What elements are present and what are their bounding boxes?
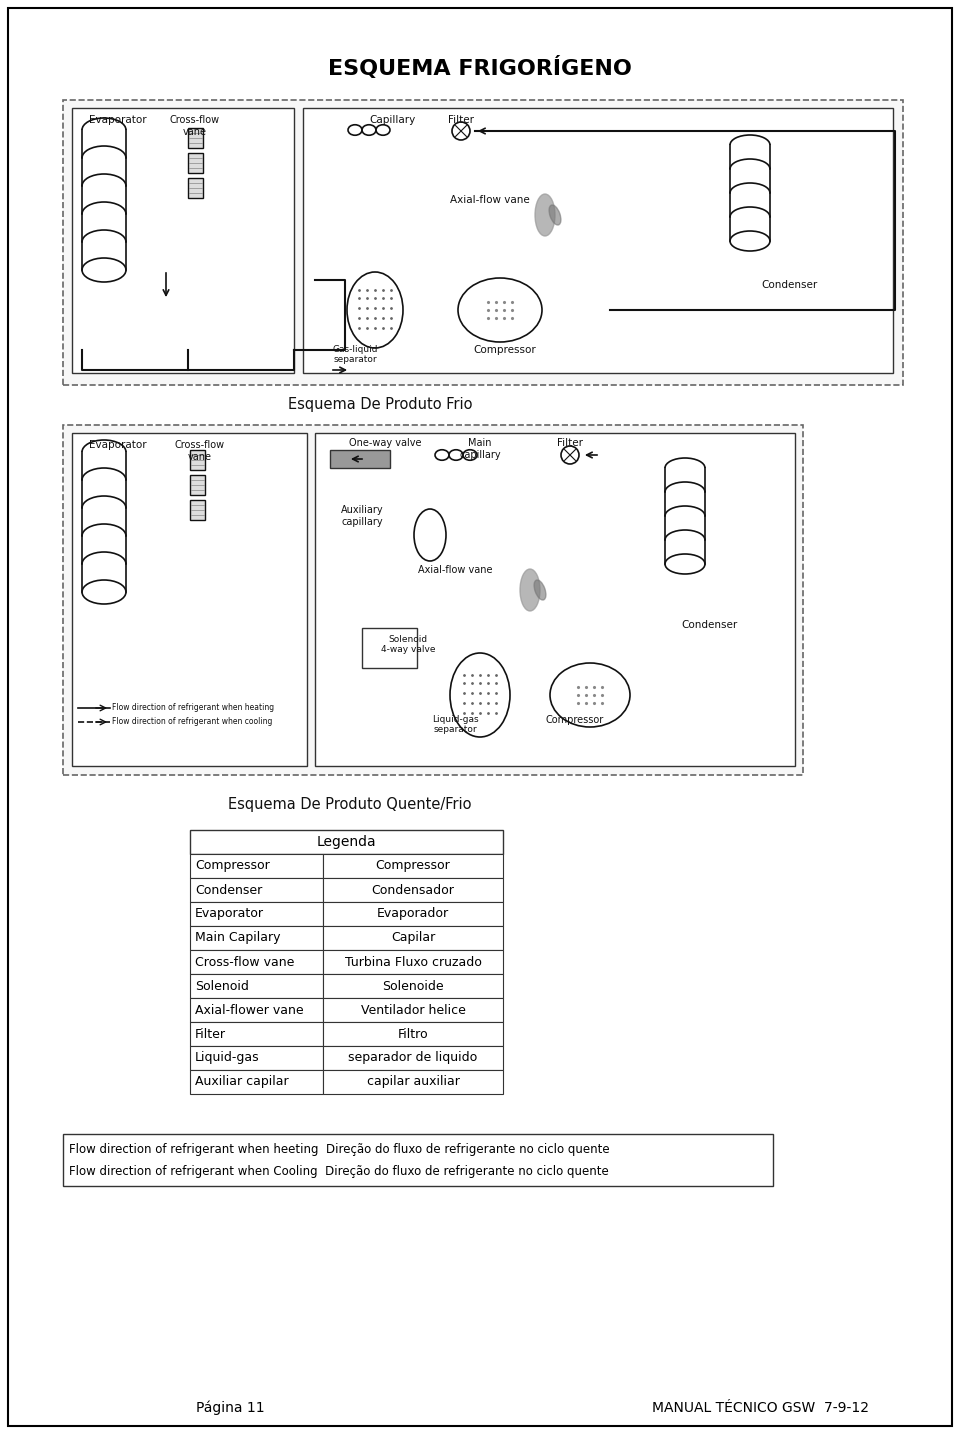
Bar [190,500,205,521]
Bar [303,108,893,373]
Bar [63,1134,773,1186]
Text: Axial-flower vane: Axial-flower vane [195,1004,303,1017]
Bar [330,450,390,467]
Bar [190,926,323,949]
Ellipse shape [414,509,446,561]
Ellipse shape [534,579,546,599]
Bar [323,974,503,998]
Bar [188,128,203,148]
Circle shape [452,122,470,141]
Bar [63,100,903,384]
Text: Esquema De Produto Frio: Esquema De Produto Frio [288,397,472,413]
Text: Cross-flow vane: Cross-flow vane [195,955,295,968]
Text: Capilar: Capilar [391,932,435,945]
Bar [190,1022,323,1045]
Bar [323,949,503,974]
Text: Compressor: Compressor [375,859,450,872]
Text: Flow direction of refrigerant when cooling: Flow direction of refrigerant when cooli… [112,717,273,727]
Bar [72,108,294,373]
Text: ESQUEMA FRIGORÍGENO: ESQUEMA FRIGORÍGENO [328,56,632,79]
Text: One-way valve: One-way valve [348,437,421,447]
Text: Condenser: Condenser [762,280,818,290]
Text: Capillary: Capillary [369,115,415,125]
Bar [362,628,417,668]
Text: Compressor: Compressor [546,716,604,726]
Text: Filter: Filter [557,437,583,447]
Bar [188,178,203,198]
Ellipse shape [450,652,510,737]
Text: Flow direction of refrigerant when Cooling  Direção do fluxo de refrigerante no : Flow direction of refrigerant when Cooli… [69,1166,609,1179]
Bar [323,1045,503,1070]
Text: Evaporador: Evaporador [377,908,449,921]
Bar [323,1022,503,1045]
Bar [190,1070,323,1094]
Text: Cross-flow
vane: Cross-flow vane [175,440,225,462]
Bar [190,855,323,878]
Text: Evaporator: Evaporator [89,115,147,125]
Ellipse shape [458,278,542,341]
Text: Turbina Fluxo cruzado: Turbina Fluxo cruzado [345,955,481,968]
Text: separador de liquido: separador de liquido [348,1051,478,1064]
Text: Filtro: Filtro [397,1028,428,1041]
Bar [190,450,205,470]
Bar [190,878,323,902]
Text: Página 11: Página 11 [196,1401,264,1415]
Text: Axial-flow vane: Axial-flow vane [450,195,530,205]
Ellipse shape [347,272,403,348]
Bar [315,433,795,766]
Bar [190,830,503,855]
Text: Solenoid: Solenoid [195,979,249,992]
Ellipse shape [520,569,540,611]
Circle shape [561,446,579,465]
Ellipse shape [549,205,561,225]
Bar [72,433,307,766]
Text: Legenda: Legenda [317,835,376,849]
Text: Main
capillary: Main capillary [459,437,501,460]
Text: Liquid-gas: Liquid-gas [195,1051,259,1064]
Bar [323,998,503,1022]
Bar [323,855,503,878]
Text: Filter: Filter [448,115,474,125]
Text: Flow direction of refrigerant when heeting  Direção do fluxo de refrigerante no : Flow direction of refrigerant when heeti… [69,1143,610,1156]
Text: Auxiliar capilar: Auxiliar capilar [195,1076,289,1088]
Text: Flow direction of refrigerant when heating: Flow direction of refrigerant when heati… [112,704,275,713]
Text: MANUAL TÉCNICO GSW  7-9-12: MANUAL TÉCNICO GSW 7-9-12 [652,1401,869,1415]
Text: Condenser: Condenser [682,619,738,630]
Text: Evaporator: Evaporator [89,440,147,450]
Bar [323,926,503,949]
Text: Auxiliary
capillary: Auxiliary capillary [341,505,383,526]
Bar [190,902,323,926]
Bar [63,424,803,774]
Text: Axial-flow vane: Axial-flow vane [418,565,492,575]
Text: Esquema De Produto Quente/Frio: Esquema De Produto Quente/Frio [228,797,471,813]
Bar [190,475,205,495]
Text: Condensador: Condensador [372,883,454,896]
Text: Cross-flow
vane: Cross-flow vane [170,115,220,136]
Text: Condenser: Condenser [195,883,262,896]
Text: Solenoide: Solenoide [382,979,444,992]
Bar [190,949,323,974]
Text: Compressor: Compressor [473,346,537,356]
Ellipse shape [550,663,630,727]
Text: capilar auxiliar: capilar auxiliar [367,1076,460,1088]
Bar [190,1045,323,1070]
Text: Main Capilary: Main Capilary [195,932,280,945]
Bar [190,974,323,998]
Bar [323,878,503,902]
Bar [323,1070,503,1094]
Text: Compressor: Compressor [195,859,270,872]
Bar [190,998,323,1022]
Bar [188,153,203,174]
Ellipse shape [535,194,555,237]
Text: Ventilador helice: Ventilador helice [361,1004,466,1017]
Text: Liquid-gas
separator: Liquid-gas separator [432,716,478,734]
Bar [323,902,503,926]
Text: Solenoid
4-way valve: Solenoid 4-way valve [381,635,435,654]
Text: Filter: Filter [195,1028,226,1041]
Text: Gas-liquid
separator: Gas-liquid separator [332,346,377,364]
Text: Evaporator: Evaporator [195,908,264,921]
